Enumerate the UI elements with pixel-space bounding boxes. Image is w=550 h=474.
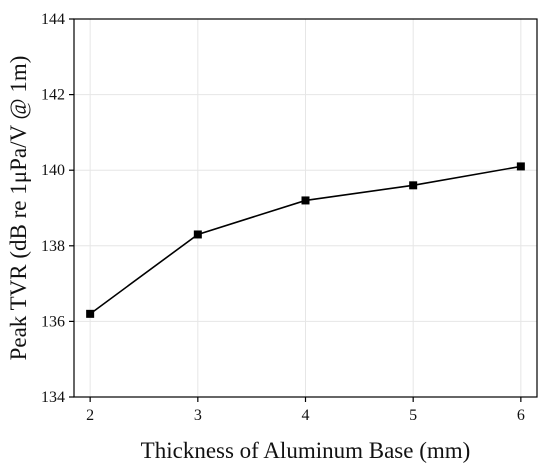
x-axis-title: Thickness of Aluminum Base (mm) — [141, 438, 471, 463]
y-tick-label-1: 136 — [41, 313, 65, 330]
x-tick-label-0: 2 — [86, 407, 94, 424]
y-axis-title: Peak TVR (dB re 1μPa/V @ 1m) — [6, 56, 31, 361]
y-tick-label-4: 142 — [41, 87, 65, 104]
data-point-0-1 — [193, 230, 202, 239]
y-tick-label-0: 134 — [41, 389, 65, 406]
series — [86, 162, 525, 318]
data-point-0-4 — [516, 162, 525, 171]
x-tick-label-3: 5 — [409, 407, 417, 424]
data-point-0-0 — [86, 309, 95, 318]
grid-lines — [74, 19, 537, 397]
x-tick-label-4: 6 — [517, 407, 525, 424]
tick-labels: 134 136 138 140 142 144 2 3 4 5 6 — [41, 11, 525, 424]
x-tick-label-2: 4 — [302, 407, 310, 424]
data-point-0-2 — [301, 196, 310, 205]
y-tick-label-3: 140 — [41, 162, 65, 179]
y-tick-label-5: 144 — [41, 11, 65, 28]
y-tick-label-2: 138 — [41, 238, 65, 255]
data-point-0-3 — [409, 181, 418, 190]
x-tick-label-1: 3 — [194, 407, 202, 424]
ticks — [69, 18, 522, 402]
